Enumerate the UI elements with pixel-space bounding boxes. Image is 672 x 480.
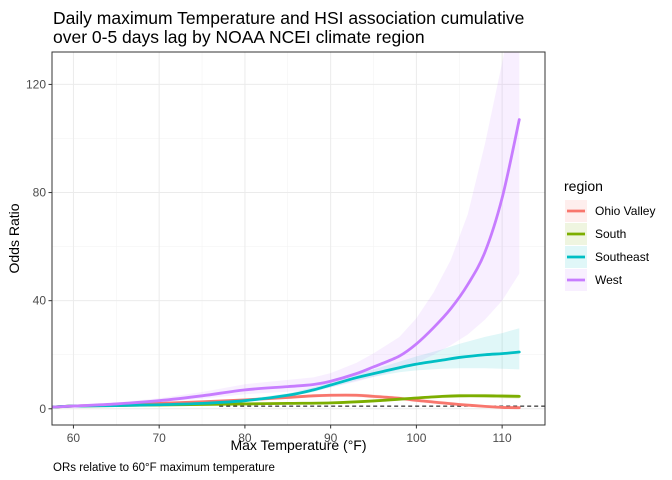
y-axis-ticks: 0 40 80 120 <box>26 77 52 416</box>
chart-caption: ORs relative to 60°F maximum temperature <box>53 462 275 474</box>
chart-title-line-2: over 0-5 days lag by NOAA NCEI climate r… <box>53 27 425 47</box>
x-tick-label: 60 <box>67 431 81 445</box>
y-tick-label: 0 <box>39 402 46 416</box>
x-axis-ticks: 60 70 80 90 100 110 <box>67 425 512 445</box>
legend-label-2: Southeast <box>595 250 650 264</box>
y-tick-label: 120 <box>26 77 46 91</box>
x-tick-label: 90 <box>324 431 338 445</box>
x-tick-label: 100 <box>406 431 426 445</box>
series-line-3 <box>52 118 521 409</box>
x-axis-title: Max Temperature (°F) <box>230 437 366 453</box>
ci-band-0 <box>52 393 520 409</box>
legend-label-0: Ohio Valley <box>595 204 655 218</box>
plot-panel <box>52 52 545 425</box>
legend-label-1: South <box>595 227 626 241</box>
series-lines <box>52 118 521 410</box>
legend-title: region <box>564 178 603 194</box>
y-tick-label: 80 <box>33 186 47 200</box>
legend: region Ohio Valley South Southeast West <box>564 178 655 291</box>
grid-lines <box>52 52 546 425</box>
legend-label-3: West <box>595 273 623 287</box>
x-tick-label: 80 <box>238 431 252 445</box>
chart-title-line-1: Daily maximum Temperature and HSI associ… <box>53 8 524 28</box>
ci-band-2 <box>52 328 520 408</box>
legend-items: Ohio Valley South Southeast West <box>565 200 655 291</box>
series-line-2 <box>52 350 521 409</box>
y-axis-title: Odds Ratio <box>6 203 22 273</box>
y-tick-label: 40 <box>33 294 47 308</box>
x-tick-label: 110 <box>493 431 512 445</box>
panel-border <box>51 51 546 426</box>
x-tick-label: 70 <box>152 431 166 445</box>
